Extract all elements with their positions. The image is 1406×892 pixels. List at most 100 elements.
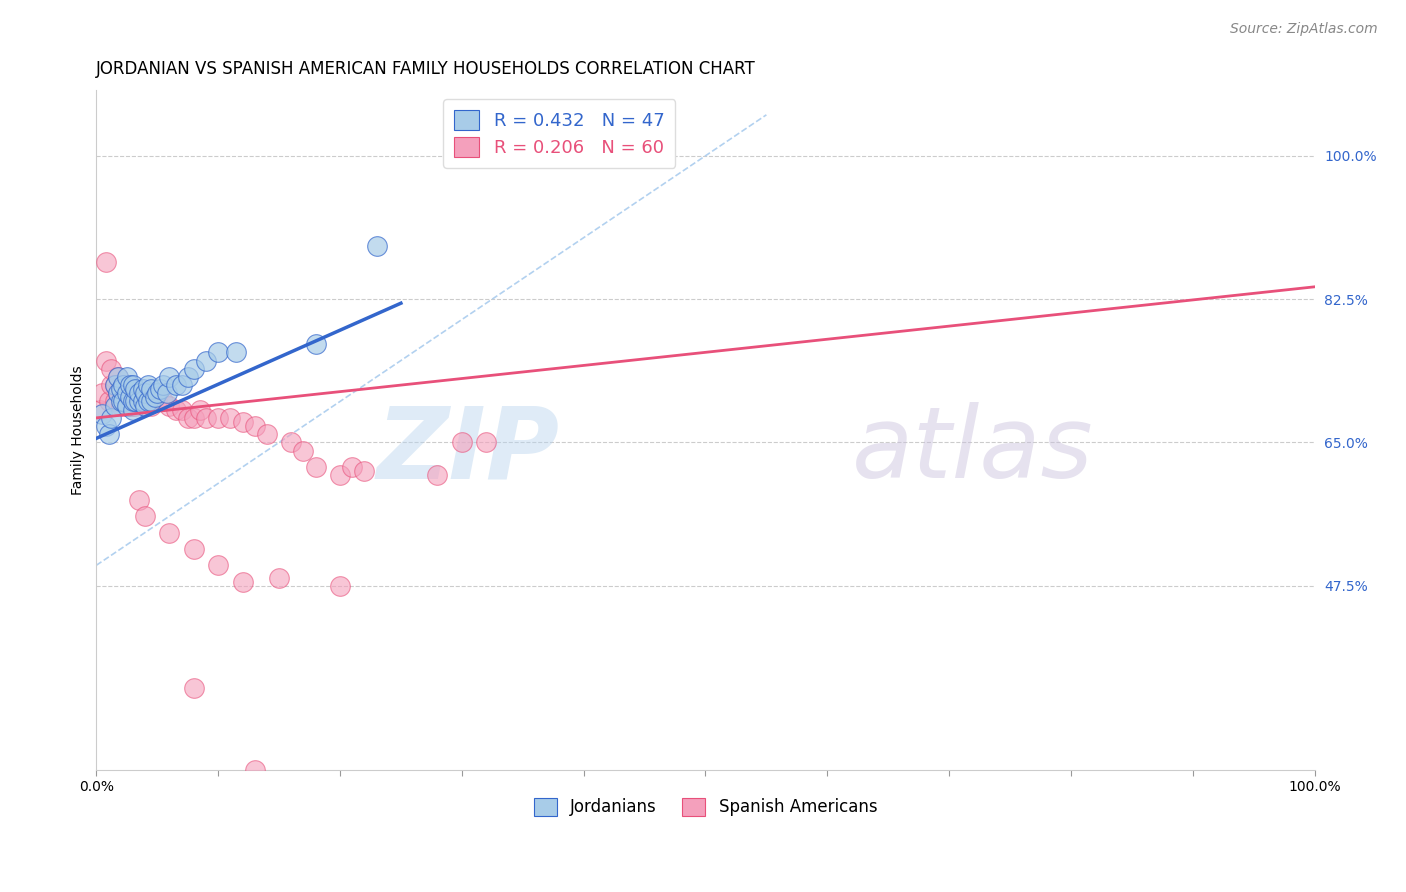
Text: ZIP: ZIP bbox=[377, 402, 560, 499]
Point bbox=[183, 361, 205, 376]
Point bbox=[136, 378, 159, 392]
Point bbox=[94, 419, 117, 434]
Point bbox=[131, 382, 153, 396]
Point bbox=[159, 525, 181, 540]
Point bbox=[100, 410, 122, 425]
Point bbox=[94, 255, 117, 269]
Point bbox=[104, 378, 127, 392]
Point bbox=[183, 541, 205, 556]
Point bbox=[340, 460, 363, 475]
Point bbox=[267, 570, 290, 584]
Point bbox=[156, 386, 179, 401]
Point bbox=[124, 399, 146, 413]
Point bbox=[100, 361, 122, 376]
Point bbox=[207, 345, 229, 359]
Point bbox=[183, 410, 205, 425]
Point bbox=[115, 386, 138, 401]
Point bbox=[110, 394, 132, 409]
Point bbox=[120, 390, 142, 404]
Point bbox=[207, 410, 229, 425]
Point bbox=[353, 464, 375, 478]
Point bbox=[219, 410, 242, 425]
Text: JORDANIAN VS SPANISH AMERICAN FAMILY HOUSEHOLDS CORRELATION CHART: JORDANIAN VS SPANISH AMERICAN FAMILY HOU… bbox=[97, 60, 756, 78]
Point bbox=[304, 460, 326, 475]
Point bbox=[104, 378, 127, 392]
Point bbox=[188, 402, 211, 417]
Point bbox=[112, 394, 135, 409]
Point bbox=[136, 394, 159, 409]
Point bbox=[107, 386, 129, 401]
Point bbox=[141, 399, 163, 413]
Point bbox=[232, 574, 254, 589]
Point bbox=[141, 382, 163, 396]
Point bbox=[207, 558, 229, 573]
Point bbox=[94, 353, 117, 368]
Point bbox=[131, 394, 153, 409]
Point bbox=[124, 394, 146, 409]
Point bbox=[177, 410, 200, 425]
Point bbox=[170, 378, 193, 392]
Point bbox=[120, 386, 142, 401]
Point bbox=[280, 435, 302, 450]
Point bbox=[195, 410, 218, 425]
Point bbox=[426, 468, 449, 483]
Point bbox=[128, 394, 150, 409]
Point bbox=[243, 763, 266, 777]
Point bbox=[165, 378, 187, 392]
Point bbox=[115, 386, 138, 401]
Point bbox=[131, 394, 153, 409]
Point bbox=[112, 378, 135, 392]
Point bbox=[104, 394, 127, 409]
Point bbox=[256, 427, 278, 442]
Point bbox=[128, 492, 150, 507]
Point bbox=[120, 378, 142, 392]
Point bbox=[115, 370, 138, 384]
Point bbox=[152, 378, 174, 392]
Point bbox=[177, 370, 200, 384]
Point bbox=[143, 390, 166, 404]
Point bbox=[134, 399, 156, 413]
Point bbox=[128, 394, 150, 409]
Point bbox=[304, 337, 326, 351]
Point bbox=[134, 386, 156, 401]
Text: atlas: atlas bbox=[852, 402, 1094, 499]
Point bbox=[124, 382, 146, 396]
Point bbox=[152, 394, 174, 409]
Point bbox=[122, 402, 145, 417]
Legend: Jordanians, Spanish Americans: Jordanians, Spanish Americans bbox=[527, 791, 884, 822]
Point bbox=[134, 399, 156, 413]
Point bbox=[366, 239, 388, 253]
Point bbox=[122, 399, 145, 413]
Point bbox=[110, 382, 132, 396]
Point bbox=[225, 345, 247, 359]
Point bbox=[128, 386, 150, 401]
Point bbox=[107, 386, 129, 401]
Point bbox=[146, 394, 169, 409]
Point bbox=[475, 435, 498, 450]
Point bbox=[100, 378, 122, 392]
Point bbox=[136, 394, 159, 409]
Point bbox=[89, 402, 111, 417]
Point bbox=[115, 399, 138, 413]
Point bbox=[112, 378, 135, 392]
Point bbox=[112, 394, 135, 409]
Point bbox=[149, 382, 172, 396]
Point bbox=[122, 386, 145, 401]
Point bbox=[329, 579, 352, 593]
Point bbox=[110, 399, 132, 413]
Point bbox=[120, 399, 142, 413]
Point bbox=[159, 370, 181, 384]
Point bbox=[97, 394, 120, 409]
Point bbox=[450, 435, 472, 450]
Point bbox=[97, 427, 120, 442]
Point bbox=[122, 378, 145, 392]
Point bbox=[115, 399, 138, 413]
Point bbox=[165, 402, 187, 417]
Point bbox=[122, 394, 145, 409]
Point bbox=[107, 370, 129, 384]
Point bbox=[159, 399, 181, 413]
Point bbox=[183, 681, 205, 695]
Text: Source: ZipAtlas.com: Source: ZipAtlas.com bbox=[1230, 22, 1378, 37]
Point bbox=[107, 370, 129, 384]
Point bbox=[110, 382, 132, 396]
